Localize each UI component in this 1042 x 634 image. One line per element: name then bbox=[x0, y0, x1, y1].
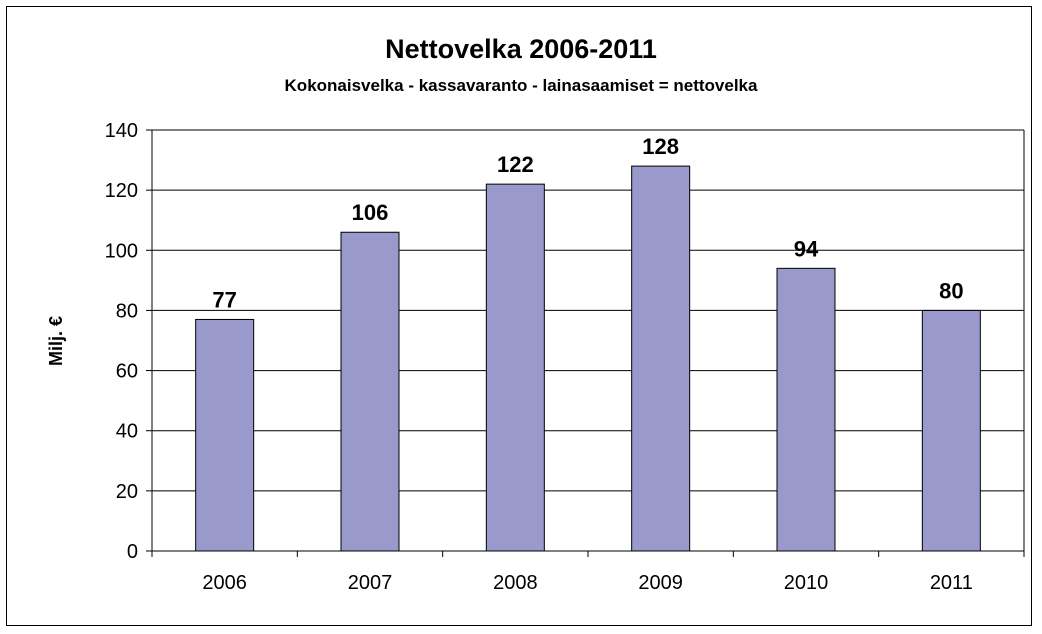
data-label: 94 bbox=[794, 236, 819, 261]
chart-subtitle: Kokonaisvelka - kassavaranto - lainasaam… bbox=[284, 76, 758, 95]
data-labels: 77 106 122 128 94 80 bbox=[212, 134, 963, 312]
y-tick-label: 0 bbox=[127, 541, 138, 563]
y-tick-label: 100 bbox=[105, 240, 138, 262]
x-tick-label: 2006 bbox=[202, 572, 247, 594]
y-axis-label: Milj. € bbox=[46, 316, 66, 366]
x-tick-labels: 2006 2007 2008 2009 2010 2011 bbox=[202, 572, 972, 594]
data-label: 122 bbox=[497, 152, 534, 177]
gridlines bbox=[152, 129, 1025, 551]
chart-title: Nettovelka 2006-2011 bbox=[385, 34, 657, 64]
x-tick-label: 2010 bbox=[784, 572, 829, 594]
y-tick-label: 20 bbox=[116, 481, 138, 503]
data-label: 77 bbox=[212, 287, 236, 312]
y-tick-label: 40 bbox=[116, 421, 138, 443]
bar-2006 bbox=[195, 318, 255, 552]
bar-2010 bbox=[776, 267, 836, 552]
x-tick-label: 2008 bbox=[493, 572, 538, 594]
x-tick-label: 2009 bbox=[638, 572, 683, 594]
axes bbox=[146, 129, 1025, 557]
data-label: 128 bbox=[642, 134, 679, 159]
y-tick-label: 60 bbox=[116, 361, 138, 383]
y-tick-labels: 0 20 40 60 80 100 120 140 bbox=[105, 120, 138, 563]
x-tick-label: 2011 bbox=[930, 572, 973, 594]
bar-2007 bbox=[340, 231, 400, 552]
x-tick-label: 2007 bbox=[348, 572, 393, 594]
y-tick-label: 140 bbox=[105, 120, 138, 142]
y-tick-label: 120 bbox=[105, 180, 138, 202]
bar-2008 bbox=[485, 183, 545, 552]
bars bbox=[195, 165, 981, 552]
data-label: 80 bbox=[939, 278, 963, 303]
bar-2009 bbox=[631, 165, 691, 552]
bar-2011 bbox=[921, 309, 981, 552]
data-label: 106 bbox=[352, 200, 389, 225]
y-tick-label: 80 bbox=[116, 300, 138, 322]
